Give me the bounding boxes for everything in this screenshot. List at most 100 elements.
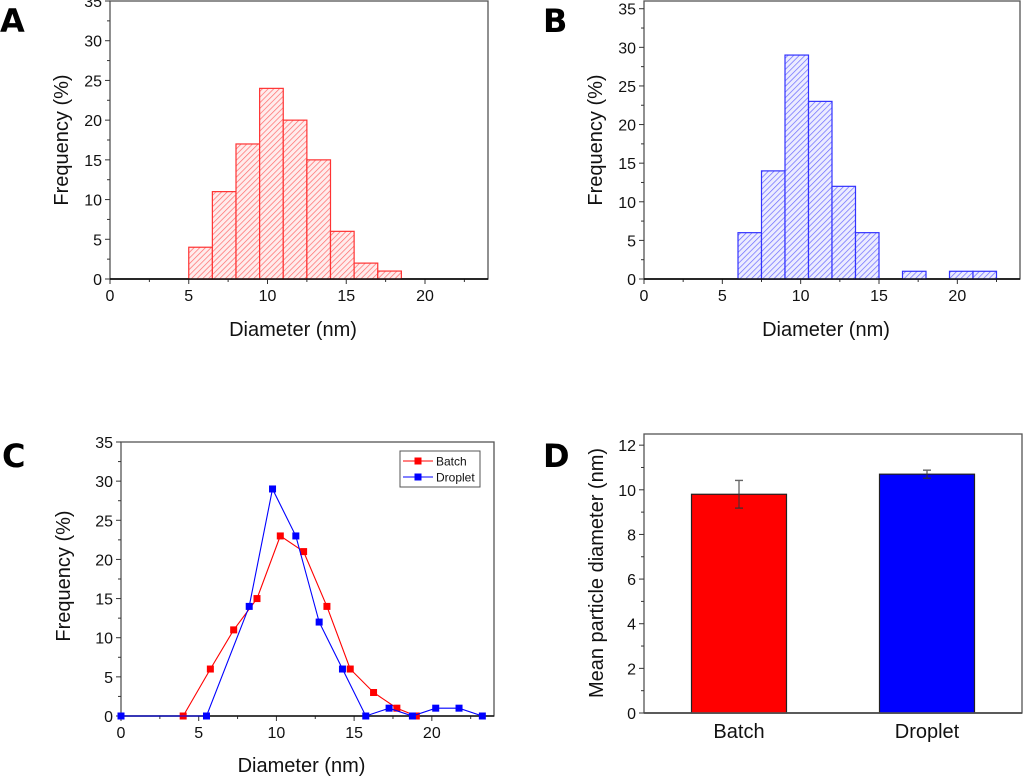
y-axis-title: Frequency (%) [51,74,73,205]
x-tick-label: 15 [337,288,355,305]
y-tick-label: 15 [95,592,113,609]
x-tick-label: 10 [268,725,286,742]
histogram-bar [259,87,284,280]
y-tick-label: 10 [95,631,113,648]
y-axis-title: Mean particle diameter (nm) [586,448,608,698]
series-line-batch [182,535,417,717]
y-tick-label: 0 [627,706,636,723]
data-point-droplet [338,665,346,673]
y-tick-label: 5 [93,232,102,249]
histogram-bar [282,119,308,280]
data-point-droplet [245,602,253,610]
histogram-bar [854,232,880,280]
data-point-droplet [385,704,393,712]
category-label: Droplet [895,721,960,743]
legend-marker-droplet [414,473,422,481]
y-tick-label: 2 [627,661,636,678]
histogram-bar [188,246,213,280]
x-tick-label: 10 [259,288,277,305]
y-tick-label: 0 [104,709,113,726]
x-tick-label: 15 [870,288,888,305]
data-point-batch [346,665,354,673]
legend-label: Batch [436,455,467,469]
data-point-batch [370,689,378,697]
x-tick-label: 10 [792,288,810,305]
legend-label: Droplet [436,471,475,485]
x-tick-label: 15 [345,725,363,742]
x-tick-label: 5 [718,288,727,305]
x-tick-label: 0 [117,725,126,742]
histogram-bar [784,54,810,280]
series-line-droplet [121,487,483,717]
histogram-bar [306,159,332,280]
y-tick-label: 10 [84,193,102,210]
legend-box [399,450,481,488]
data-point-batch [412,712,420,720]
histogram-bar [353,262,379,280]
y-tick-label: 35 [618,2,636,19]
y-tick-label: 35 [95,435,113,452]
y-tick-label: 20 [84,113,102,130]
histogram-bar [329,230,355,280]
data-point-droplet [292,532,300,540]
y-tick-label: 25 [95,513,113,530]
y-tick-label: 30 [95,474,113,491]
data-point-batch [230,626,238,634]
y-tick-label: 30 [618,40,636,57]
data-point-batch [253,595,261,603]
y-axis-title: Frequency (%) [585,74,607,205]
y-tick-label: 8 [627,527,636,544]
y-tick-label: 0 [627,272,636,289]
y-tick-label: 5 [627,233,636,250]
data-point-droplet [117,712,125,720]
x-tick-label: 0 [106,288,115,305]
histogram-bar [377,270,402,280]
histogram-bar [737,232,763,280]
x-tick-label: 5 [184,288,193,305]
histogram-bar [211,191,237,280]
histogram-batch-panel: 0 5 10 15 20 25 30 35 0 5 10 15 20 Frequency (%) Diame… [51,0,489,341]
data-point-droplet [362,712,370,720]
y-tick-label: 10 [618,195,636,212]
y-axis-title: Frequency (%) [53,510,75,641]
y-tick-label: 15 [84,153,102,170]
x-axis-title: Diameter (nm) [762,319,890,341]
histogram-bar [901,270,927,280]
y-tick-label: 35 [84,0,102,11]
panel-label-b: B [543,2,567,40]
x-tick-label: 20 [416,288,434,305]
x-tick-label: 20 [948,288,966,305]
panel-label-d: D [543,437,570,475]
y-tick-label: 15 [618,156,636,173]
data-point-batch [300,548,308,556]
data-point-droplet [432,704,440,712]
data-point-droplet [269,485,277,493]
y-tick-label: 0 [93,272,102,289]
x-axis-title: Diameter (nm) [238,755,366,777]
histogram-bar [972,270,998,280]
data-point-batch [323,602,331,610]
histogram-droplet-panel: 0 5 10 15 20 25 30 35 0 5 10 15 20 Frequency (%) Diame… [585,0,1021,341]
data-point-droplet [315,618,323,626]
panel-label-c: C [2,437,25,475]
y-tick-label: 20 [618,118,636,135]
x-tick-label: 5 [194,725,203,742]
bar-batch [690,493,788,714]
bar-droplet [878,473,976,714]
data-point-droplet [455,704,463,712]
histogram-bar [760,170,786,280]
y-tick-label: 5 [104,670,113,687]
y-tick-label: 6 [627,572,636,589]
x-tick-label: 0 [640,288,649,305]
y-tick-label: 12 [618,438,636,455]
mean-diameter-bar-panel: 0 2 4 6 8 10 12 Mean particle diameter (nm) Batc… [586,433,1023,743]
x-tick-label: 20 [423,725,441,742]
data-point-droplet [478,712,486,720]
histogram-bar [235,143,261,280]
data-point-batch [393,704,401,712]
legend-marker-batch [414,457,422,465]
category-label: Batch [713,721,764,743]
data-point-droplet [408,712,416,720]
y-tick-label: 25 [618,79,636,96]
